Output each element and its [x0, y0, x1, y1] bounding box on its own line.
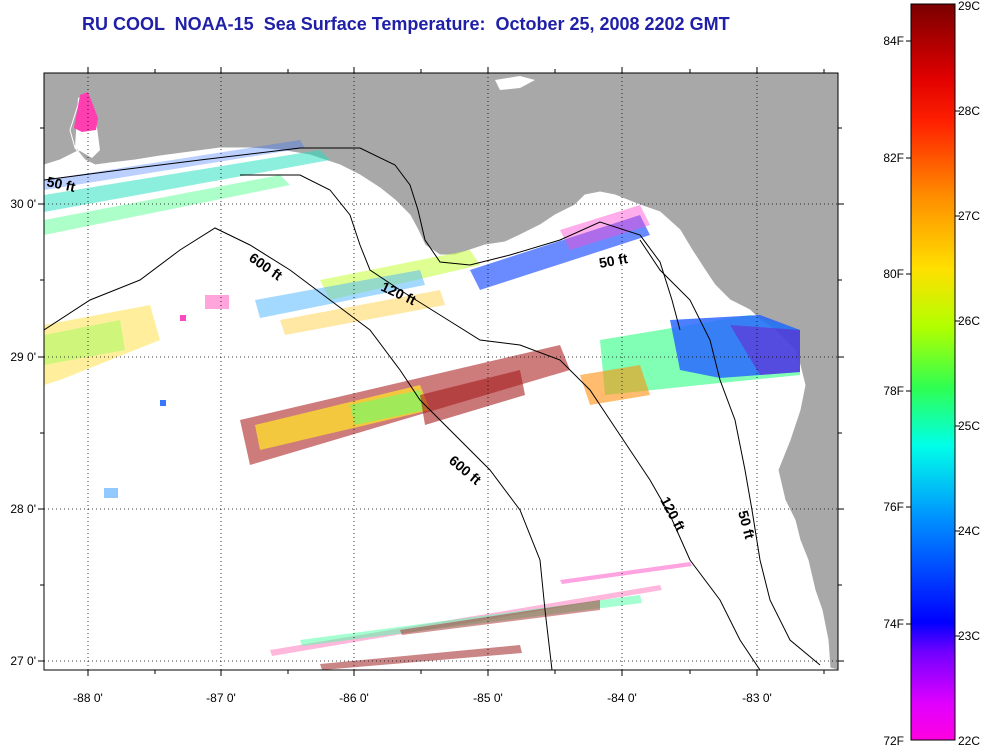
x-tick-label: -86 0'	[339, 691, 369, 705]
map-title: RU COOL NOAA-15 Sea Surface Temperature:…	[82, 14, 730, 34]
colorbar-celsius-label: 24C	[958, 524, 980, 538]
contour-label: 50 ft	[45, 173, 77, 195]
colorbar-fahrenheit-label: 78F	[883, 384, 904, 398]
colorbar-ticks	[906, 40, 960, 637]
colorbar-celsius-label: 29C	[958, 0, 980, 13]
colorbar-fahrenheit-label: 74F	[883, 617, 904, 631]
colorbar-celsius-label: 27C	[958, 209, 980, 223]
x-tick-label: -85 0'	[473, 691, 503, 705]
colorbar-fahrenheit-label: 80F	[883, 267, 904, 281]
colorbar-fahrenheit-label: 72F	[883, 734, 904, 748]
contour-120ft	[240, 174, 761, 670]
x-tick-label: -88 0'	[73, 691, 103, 705]
colorbar-celsius-label: 22C	[958, 734, 980, 748]
colorbar-celsius-label: 25C	[958, 419, 980, 433]
colorbar	[910, 3, 956, 741]
colorbar-celsius-label: 26C	[958, 314, 980, 328]
depth-contours	[44, 147, 821, 670]
colorbar-fahrenheit-label: 82F	[883, 151, 904, 165]
x-tick-label: -83 0'	[742, 691, 772, 705]
colorbar-celsius-label: 23C	[958, 629, 980, 643]
y-tick-label: 30 0'	[10, 197, 36, 211]
contour-label: 50 ft	[735, 509, 758, 541]
contour-50ft-north	[44, 147, 681, 331]
colorbar-fahrenheit-label: 76F	[883, 500, 904, 514]
inland-lake	[495, 76, 535, 90]
land-mass	[44, 73, 838, 670]
x-tick-label: -84 0'	[607, 691, 637, 705]
y-tick-label: 28 0'	[10, 502, 36, 516]
bay-warm-patch	[74, 92, 98, 132]
map-frame	[43, 72, 839, 671]
y-tick-label: 29 0'	[10, 350, 36, 364]
colorbar-celsius-label: 28C	[958, 104, 980, 118]
sst-data-swaths	[44, 140, 800, 670]
lat-lon-grid	[44, 73, 838, 670]
contour-50ft-florida	[639, 239, 821, 666]
contour-600ft	[44, 227, 553, 670]
x-tick-label: -87 0'	[206, 691, 236, 705]
axis-ticks	[38, 67, 844, 676]
colorbar-fahrenheit-label: 84F	[883, 34, 904, 48]
y-tick-label: 27 0'	[10, 654, 36, 668]
contour-label: 50 ft	[598, 250, 629, 271]
